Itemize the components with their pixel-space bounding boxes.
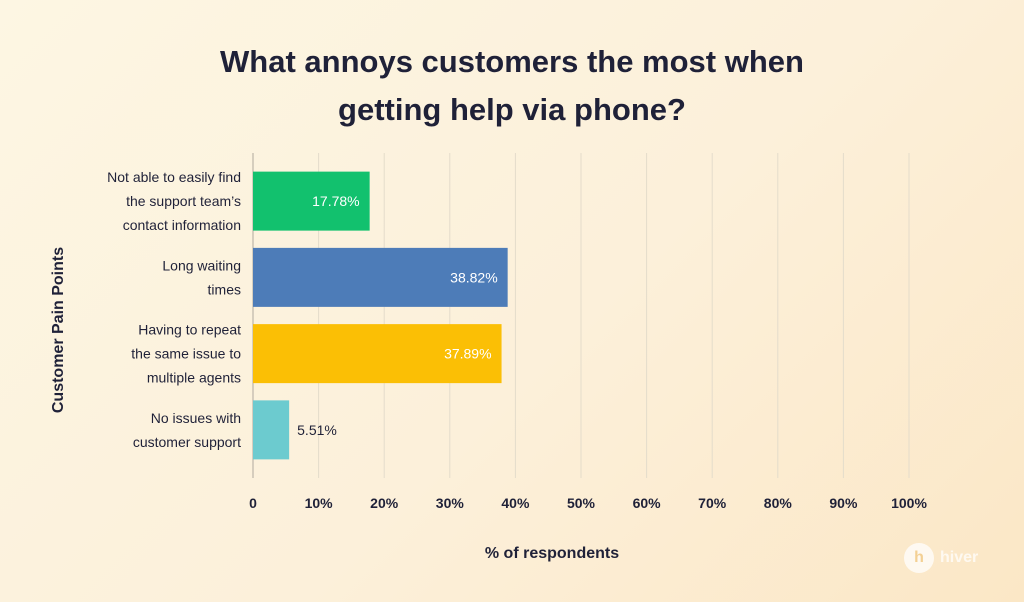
category-labels: Not able to easily find the support team’… xyxy=(107,169,241,450)
bar-value-label: 38.82% xyxy=(450,269,497,285)
category-label-line: Long waiting xyxy=(162,257,241,273)
x-tick-label: 20% xyxy=(370,495,399,511)
category-label-line: times xyxy=(208,281,241,297)
x-tick-label: 0 xyxy=(249,495,257,511)
hiver-watermark: h hiver xyxy=(904,542,978,574)
category-label: Having to repeat the same issue to multipl… xyxy=(131,322,241,386)
x-tick-label: 80% xyxy=(764,495,793,511)
hiver-logo-icon: h xyxy=(904,543,934,573)
x-tick-label: 90% xyxy=(829,495,858,511)
category-label-line: Not able to easily find xyxy=(107,169,241,185)
x-tick-label: 40% xyxy=(501,495,530,511)
chart-title-line-1: What annoys customers the most when xyxy=(220,44,804,79)
category-label-line: contact information xyxy=(123,217,241,233)
hiver-logo-text: hiver xyxy=(940,549,979,566)
x-tick-label: 70% xyxy=(698,495,727,511)
chart-title: What annoys customers the most when gett… xyxy=(0,38,1024,134)
category-label-line: No issues with xyxy=(151,410,241,426)
category-label: Not able to easily find the support team’… xyxy=(107,169,241,233)
x-tick-label: 30% xyxy=(436,495,465,511)
bar xyxy=(253,171,370,231)
x-tick-labels: 0 10% 20% 30% 40% 50% 60% 70% 80% 90% 100% xyxy=(249,495,927,511)
x-tick-label: 60% xyxy=(633,495,662,511)
category-label-line: multiple agents xyxy=(147,370,241,386)
category-label: Long waiting times xyxy=(162,257,241,297)
y-axis-title: Customer Pain Points xyxy=(50,247,67,413)
category-label-line: the same issue to xyxy=(131,346,241,362)
x-tick-label: 50% xyxy=(567,495,596,511)
bar-value-label: 37.89% xyxy=(444,346,491,362)
bars: 17.78% 38.82% 37.89% 5.51% xyxy=(253,171,508,460)
category-label-line: customer support xyxy=(133,434,241,450)
bar xyxy=(253,324,502,384)
bar xyxy=(253,247,508,307)
bar-value-label: 5.51% xyxy=(297,422,337,438)
x-axis-title: % of respondents xyxy=(485,545,619,562)
category-label-line: Having to repeat xyxy=(138,322,241,338)
bar-value-label: 17.78% xyxy=(312,193,359,209)
category-label: No issues with customer support xyxy=(133,410,241,450)
x-tick-label: 100% xyxy=(891,495,927,511)
x-tick-label: 10% xyxy=(305,495,334,511)
chart-title-line-2: getting help via phone? xyxy=(338,92,686,127)
category-label-line: the support team’s xyxy=(126,193,241,209)
bar xyxy=(253,400,290,460)
